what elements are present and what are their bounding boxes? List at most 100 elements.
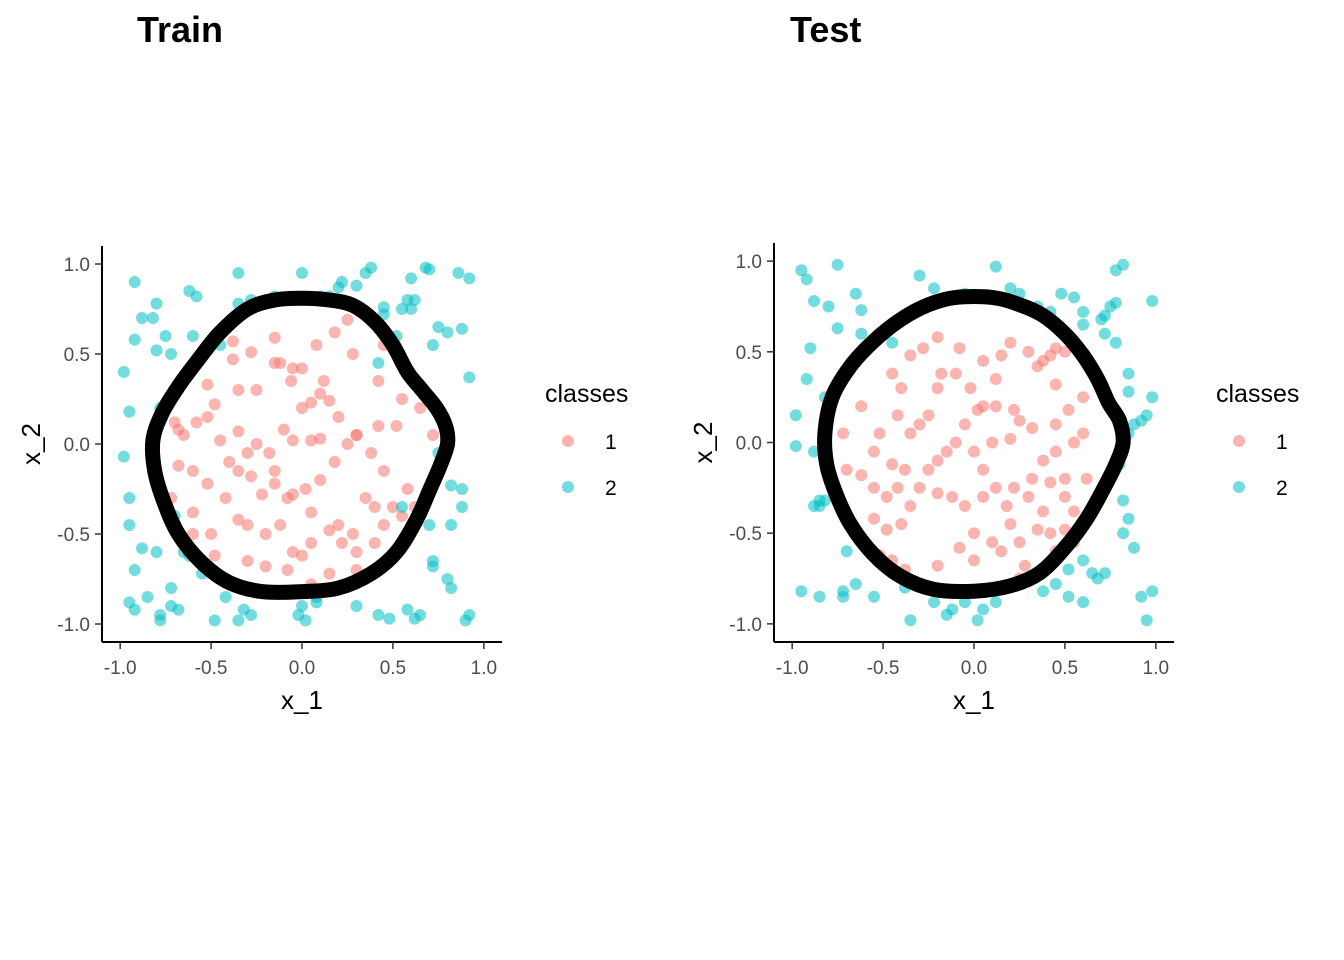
class-2-point	[141, 591, 154, 603]
class-1-point	[931, 454, 944, 467]
class-1-point	[226, 353, 239, 366]
class-2-point	[904, 614, 917, 627]
class-1-point	[922, 409, 935, 422]
class-1-point	[250, 384, 263, 396]
class-1-point	[1008, 481, 1020, 494]
class-1-point	[332, 411, 345, 423]
class-2-point	[849, 578, 862, 590]
class-2-point	[159, 330, 172, 342]
class-2-point	[396, 303, 408, 315]
class-1-point	[949, 367, 962, 380]
class-1-point	[310, 339, 323, 351]
class-2-point	[336, 276, 348, 288]
class-2-point	[456, 322, 468, 335]
y-axis-title: x_2	[688, 422, 718, 464]
class-2-point	[1077, 596, 1090, 609]
class-1-point	[946, 490, 959, 503]
panel-title: Test	[790, 9, 861, 50]
class-2-point	[1117, 527, 1130, 540]
class-2-point	[128, 603, 141, 616]
class-1-point	[989, 481, 1002, 494]
class-2-point	[989, 260, 1002, 273]
class-1-point	[873, 427, 886, 440]
class-2-point	[789, 409, 802, 422]
class-2-point	[128, 333, 141, 346]
class-1-point	[305, 537, 318, 549]
class-1-point	[931, 382, 944, 395]
class-2-point	[1109, 264, 1122, 277]
class-2-point	[831, 322, 844, 335]
class-1-point	[205, 528, 218, 540]
class-1-point	[968, 445, 980, 458]
class-1-point	[922, 463, 935, 476]
class-1-point	[208, 549, 221, 562]
class-2-point	[1122, 385, 1135, 398]
class-2-point	[789, 440, 802, 453]
class-1-point	[1026, 422, 1039, 434]
class-1-point	[1077, 427, 1090, 440]
class-1-point	[214, 434, 227, 447]
legend: classes 1 2	[1216, 380, 1299, 500]
legend-key-2	[1233, 481, 1245, 493]
class-1-point	[268, 331, 281, 344]
class-1-point	[989, 400, 1002, 413]
class-1-point	[401, 483, 414, 495]
class-1-point	[414, 402, 427, 414]
class-2-point	[940, 608, 953, 621]
class-2-point	[150, 344, 163, 357]
class-2-point	[452, 267, 465, 279]
class-1-point	[268, 477, 281, 490]
class-1-point	[368, 537, 381, 549]
class-2-point	[831, 258, 844, 271]
class-1-point	[1049, 342, 1062, 355]
class-2-point	[1062, 590, 1075, 603]
class-1-point	[931, 331, 944, 344]
class-2-point	[232, 614, 245, 627]
class-2-point	[136, 312, 148, 324]
class-2-point	[808, 295, 820, 307]
class-1-point	[940, 445, 953, 458]
class-1-point	[177, 429, 190, 441]
class-1-point	[995, 545, 1008, 558]
class-1-point	[1062, 403, 1075, 416]
class-1-point	[949, 436, 962, 449]
class-2-point	[310, 596, 323, 609]
class-2-point	[245, 609, 258, 621]
class-1-point	[263, 447, 276, 459]
class-2-point	[1122, 512, 1135, 525]
y-tick-label: -0.5	[729, 524, 762, 545]
legend-key-1	[562, 435, 574, 447]
class-1-point	[837, 427, 850, 440]
class-2-point	[372, 609, 385, 621]
class-1-point	[317, 375, 330, 387]
class-2-point	[1091, 572, 1104, 585]
y-tick-label: -1.0	[57, 615, 90, 636]
class-2-point	[840, 545, 853, 558]
class-2-point	[822, 300, 835, 313]
class-1-point	[1022, 345, 1035, 358]
class-2-point	[405, 303, 418, 315]
class-2-point	[445, 582, 458, 594]
class-2-point	[813, 590, 826, 603]
class-2-point	[1140, 614, 1153, 627]
class-1-point	[328, 326, 341, 339]
class-2-point	[849, 287, 862, 300]
class-1-point	[286, 362, 299, 375]
x-tick-label: 1.0	[471, 658, 497, 679]
class-2-point	[837, 585, 850, 598]
x-tick-label: 0.0	[289, 658, 315, 679]
legend: classes 1 2	[545, 380, 628, 500]
class-2-point	[971, 614, 984, 627]
class-1-point	[1026, 472, 1039, 485]
class-2-point	[456, 501, 468, 513]
x-tick-label: 1.0	[1143, 658, 1169, 679]
class-2-point	[886, 336, 899, 349]
class-2-point	[1135, 590, 1148, 603]
class-1-point	[886, 367, 899, 380]
class-2-point	[219, 591, 232, 603]
class-1-point	[977, 354, 990, 367]
y-tick-label: -0.5	[57, 525, 90, 546]
y-tick-label: 0.5	[736, 343, 762, 364]
class-2-point	[432, 321, 445, 333]
